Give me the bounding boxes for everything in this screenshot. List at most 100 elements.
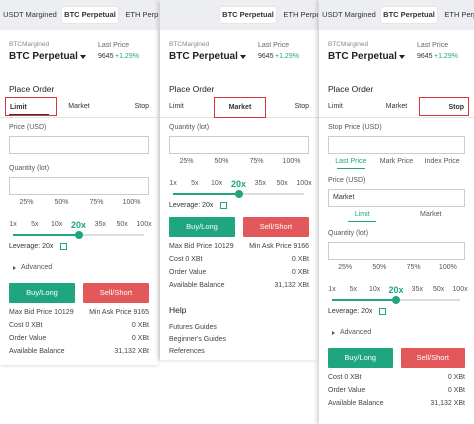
help-link[interactable]: References xyxy=(169,348,205,355)
order-tab[interactable]: Market xyxy=(385,103,408,110)
market-tab[interactable]: BTC Perpetual xyxy=(220,7,276,23)
percent-option[interactable]: 50% xyxy=(54,199,69,206)
leverage-option[interactable]: 100x xyxy=(452,286,468,293)
edit-icon[interactable] xyxy=(379,308,386,315)
market-tab[interactable]: USDT Margined xyxy=(322,10,376,19)
summary-value: 0 XBt xyxy=(131,335,149,342)
trigger-option[interactable]: Index Price xyxy=(424,158,460,165)
quantity-input[interactable] xyxy=(328,242,465,260)
percent-option[interactable]: 25% xyxy=(338,264,353,271)
leverage-option[interactable]: 50x xyxy=(276,180,288,187)
edit-icon[interactable] xyxy=(220,202,227,209)
symbol[interactable]: BTC Perpetual xyxy=(9,51,78,62)
leverage-option[interactable]: 35x xyxy=(94,221,106,228)
percent-option[interactable]: 100% xyxy=(438,264,457,271)
slider-knob[interactable] xyxy=(74,231,83,239)
leverage-option[interactable]: 1x xyxy=(328,286,336,293)
leverage-option[interactable]: 10x xyxy=(369,286,381,293)
leverage-option[interactable]: 50x xyxy=(116,221,128,228)
percent-option[interactable]: 100% xyxy=(282,158,301,165)
stop-price-input[interactable] xyxy=(328,136,465,154)
sell-button[interactable]: Sell/Short xyxy=(400,348,465,368)
leverage-option[interactable]: 20x xyxy=(230,179,247,189)
price-type[interactable]: Market xyxy=(420,211,442,218)
buy-button[interactable]: Buy/Long xyxy=(328,348,393,368)
quantity-input[interactable] xyxy=(169,136,309,154)
price-label: Price (USD) xyxy=(9,124,47,131)
percent-option[interactable]: 75% xyxy=(89,199,104,206)
advanced-toggle[interactable]: Advanced xyxy=(21,264,53,271)
symbol[interactable]: BTC Perpetual xyxy=(169,51,238,62)
slider-knob[interactable] xyxy=(234,190,243,198)
order-tab[interactable]: Stop xyxy=(419,97,469,116)
order-tab[interactable]: Limit xyxy=(328,103,343,110)
order-tab[interactable]: Stop xyxy=(134,103,149,110)
order-tab[interactable]: Market xyxy=(68,103,90,110)
quantity-input[interactable] xyxy=(9,177,149,195)
symbol[interactable]: BTC Perpetual xyxy=(328,51,397,62)
summary-value: 31,132 XBt xyxy=(114,348,149,355)
price-change: +1.29% xyxy=(275,53,299,60)
order-tab[interactable]: Stop xyxy=(294,103,309,110)
trigger-option[interactable]: Last Price xyxy=(335,158,367,165)
dropdown-caret xyxy=(240,55,246,59)
percent-option[interactable]: 50% xyxy=(214,158,229,165)
stop-price-label: Stop Price (USD) xyxy=(328,124,382,131)
summary-label: Cost 0 XBt xyxy=(9,322,43,329)
price-value: Market xyxy=(333,194,355,201)
price-input[interactable]: Market xyxy=(328,189,465,207)
edit-icon[interactable] xyxy=(60,243,67,250)
summary-value: 31,132 XBt xyxy=(430,400,465,407)
leverage-option[interactable]: 5x xyxy=(191,180,199,187)
advanced-toggle[interactable]: Advanced xyxy=(340,329,372,336)
last-price: 9645 xyxy=(258,53,274,60)
summary-label: Cost 0 XBt xyxy=(169,256,203,263)
active-underline xyxy=(9,114,49,115)
last-price: 9645 xyxy=(417,53,433,60)
leverage-option[interactable]: 1x xyxy=(9,221,17,228)
price-type[interactable]: Limit xyxy=(354,211,370,218)
last-price-label: Last Price xyxy=(98,42,130,49)
leverage-option[interactable]: 100x xyxy=(296,180,312,187)
market-tab[interactable]: ETH Perpetual xyxy=(283,10,318,19)
leverage-option[interactable]: 35x xyxy=(411,286,423,293)
summary-label: Available Balance xyxy=(328,400,384,407)
help-link[interactable]: Beginner's Guides xyxy=(169,336,226,343)
leverage-option[interactable]: 10x xyxy=(51,221,63,228)
order-tab[interactable]: Limit xyxy=(169,103,184,110)
leverage-option[interactable]: 1x xyxy=(169,180,177,187)
trigger-option[interactable]: Mark Price xyxy=(379,158,414,165)
buy-button[interactable]: Buy/Long xyxy=(169,217,235,237)
percent-option[interactable]: 25% xyxy=(19,199,34,206)
sell-button[interactable]: Sell/Short xyxy=(83,283,149,303)
buy-button[interactable]: Buy/Long xyxy=(9,283,75,303)
last-price-label: Last Price xyxy=(258,42,290,49)
leverage-option[interactable]: 10x xyxy=(211,180,223,187)
percent-option[interactable]: 100% xyxy=(122,199,141,206)
market-tab[interactable]: ETH Perpetual xyxy=(444,10,474,19)
help-link[interactable]: Futures Guides xyxy=(169,324,217,331)
help-title: Help xyxy=(169,305,187,315)
market-tab[interactable]: ETH Perpetual xyxy=(125,10,158,19)
percent-option[interactable]: 25% xyxy=(179,158,194,165)
percent-option[interactable]: 75% xyxy=(249,158,264,165)
market-tab[interactable]: USDT Margined xyxy=(3,10,57,19)
price-input[interactable] xyxy=(9,136,149,154)
leverage-option[interactable]: 50x xyxy=(433,286,445,293)
summary-value: 0 XBt xyxy=(131,322,149,329)
leverage-option[interactable]: 20x xyxy=(70,220,87,230)
leverage-option[interactable]: 100x xyxy=(136,221,152,228)
leverage-option[interactable]: 35x xyxy=(254,180,266,187)
market-tab[interactable]: BTC Perpetual xyxy=(381,7,437,23)
summary-label: Order Value xyxy=(328,387,366,394)
sell-button[interactable]: Sell/Short xyxy=(243,217,309,237)
leverage-option[interactable]: 5x xyxy=(349,286,358,293)
percent-option[interactable]: 50% xyxy=(372,264,387,271)
slider-knob[interactable] xyxy=(392,296,400,304)
leverage-option[interactable]: 5x xyxy=(31,221,39,228)
order-tab[interactable]: Market xyxy=(214,97,266,118)
order-tab[interactable]: Limit xyxy=(5,97,57,116)
percent-option[interactable]: 75% xyxy=(406,264,421,271)
leverage-option[interactable]: 20x xyxy=(388,285,404,295)
market-tab[interactable]: BTC Perpetual xyxy=(62,7,118,23)
